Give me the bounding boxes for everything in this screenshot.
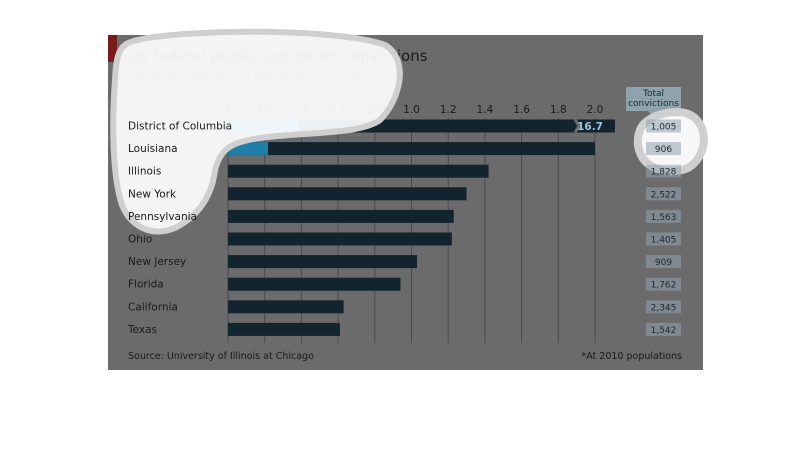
- source-note: Source: University of Illinois at Chicag…: [128, 351, 314, 362]
- bar-0-break: [573, 118, 581, 134]
- x-tick-label-0: 0: [225, 104, 232, 116]
- data-label-0: 16.7: [577, 121, 603, 133]
- x-tick-label-2: 0.4: [293, 104, 310, 116]
- x-tick-label-1: 0.2: [256, 104, 273, 116]
- bar-6: [228, 255, 418, 269]
- bar-chart: 0 0.2 0.4 0.6 0.8 1.0 1.2 1.4 1.6 1.8 2.0 16.7: [225, 104, 615, 343]
- total-convictions-header: Total convictions: [626, 87, 681, 111]
- bar-3: [228, 187, 467, 201]
- bar-7: [228, 277, 401, 291]
- x-tick-label-8: 1.6: [513, 104, 530, 116]
- bar-0: [228, 119, 298, 133]
- x-tick-label-6: 1.2: [440, 104, 457, 116]
- x-tick-label-9: 1.8: [550, 104, 567, 116]
- footnote: *At 2010 populations: [581, 351, 682, 362]
- total-header-line1: Total: [642, 89, 665, 99]
- bar-8: [228, 300, 344, 314]
- total-header-line2: convictions: [628, 99, 679, 109]
- bar-4: [228, 209, 454, 223]
- bar-1: [228, 142, 268, 156]
- x-tick-label-10: 2.0: [587, 104, 604, 116]
- bar-9: [228, 322, 340, 336]
- bar-2: [228, 164, 489, 178]
- bar-5: [228, 232, 452, 246]
- x-tick-label-3: 0.6: [330, 104, 347, 116]
- bar-1-base: [228, 142, 595, 156]
- x-tick-label-4: 0.8: [366, 104, 383, 116]
- x-tick-label-7: 1.4: [477, 104, 494, 116]
- x-tick-label-5: 1.0: [403, 104, 420, 116]
